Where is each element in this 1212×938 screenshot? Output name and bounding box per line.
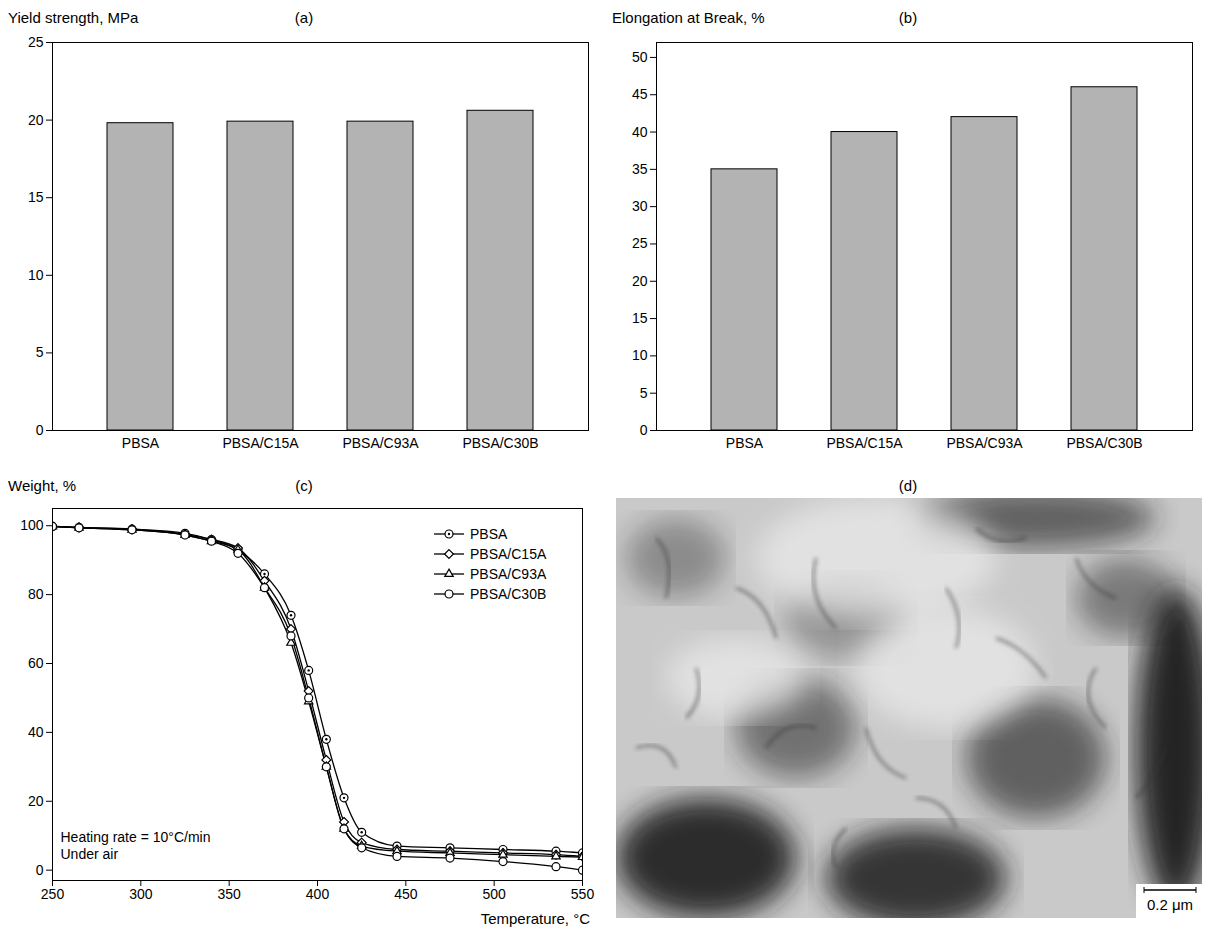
svg-text:PBSA: PBSA <box>726 435 764 451</box>
svg-text:20: 20 <box>632 273 648 289</box>
svg-text:50: 50 <box>632 49 648 65</box>
html-text:Weight, %: Weight, % <box>8 477 77 494</box>
svg-text:45: 45 <box>632 86 648 102</box>
svg-text:PBSA/C93A: PBSA/C93A <box>946 435 1023 451</box>
html-text:(c): (c) <box>295 477 313 494</box>
svg-text:30: 30 <box>632 198 648 214</box>
html-text:(d): (d) <box>898 477 918 494</box>
svg-text:PBSA/C15A: PBSA/C15A <box>826 435 903 451</box>
svg-text:PBSA: PBSA <box>470 526 508 542</box>
svg-text:0: 0 <box>36 862 44 878</box>
html-text:(a): (a) <box>294 9 314 26</box>
svg-text:25: 25 <box>632 235 648 251</box>
svg-text:15: 15 <box>632 310 648 326</box>
svg-text:300: 300 <box>129 886 153 902</box>
svg-text:5: 5 <box>640 385 648 401</box>
svg-text:60: 60 <box>28 655 44 671</box>
svg-text:40: 40 <box>28 724 44 740</box>
svg-text:550: 550 <box>571 886 595 902</box>
svg-text:0: 0 <box>640 422 648 438</box>
svg-text:PBSA/C93A: PBSA/C93A <box>470 566 547 582</box>
svg-text:350: 350 <box>217 886 241 902</box>
svg-text:Heating rate = 10°C/minUnder a: Heating rate = 10°C/minUnder air <box>61 829 211 861</box>
html-text:Elongation at Break, %: Elongation at Break, % <box>612 9 765 26</box>
svg-text:500: 500 <box>482 886 506 902</box>
svg-text:PBSA/C15A: PBSA/C15A <box>222 435 299 451</box>
svg-text:0.2 μm: 0.2 μm <box>1147 896 1193 913</box>
html-text:Temperature, °C: Temperature, °C <box>480 910 590 927</box>
svg-text:10: 10 <box>28 267 44 283</box>
svg-text:PBSA/C15A: PBSA/C15A <box>470 546 547 562</box>
svg-text:250: 250 <box>41 886 65 902</box>
svg-text:100: 100 <box>20 517 44 533</box>
svg-text:PBSA: PBSA <box>122 435 160 451</box>
svg-text:25: 25 <box>28 34 44 50</box>
svg-text:80: 80 <box>28 586 44 602</box>
svg-text:PBSA/C30B: PBSA/C30B <box>470 586 546 602</box>
html-text:(b): (b) <box>898 9 918 26</box>
svg-text:PBSA/C30B: PBSA/C30B <box>1066 435 1142 451</box>
html-text:Yield strength, MPa: Yield strength, MPa <box>8 9 139 26</box>
svg-text:400: 400 <box>306 886 330 902</box>
svg-text:40: 40 <box>632 124 648 140</box>
svg-text:35: 35 <box>632 161 648 177</box>
svg-text:10: 10 <box>632 347 648 363</box>
svg-text:20: 20 <box>28 793 44 809</box>
svg-text:20: 20 <box>28 112 44 128</box>
svg-text:450: 450 <box>394 886 418 902</box>
svg-text:15: 15 <box>28 189 44 205</box>
svg-text:5: 5 <box>36 344 44 360</box>
svg-text:0: 0 <box>36 422 44 438</box>
svg-text:PBSA/C30B: PBSA/C30B <box>462 435 538 451</box>
svg-text:PBSA/C93A: PBSA/C93A <box>342 435 419 451</box>
